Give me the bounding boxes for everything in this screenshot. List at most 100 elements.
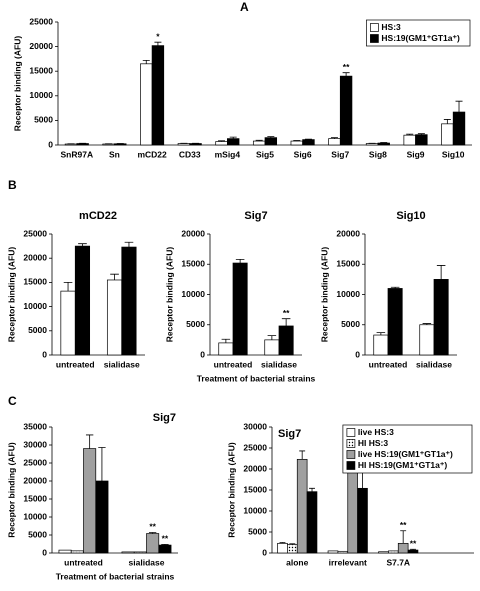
legend-swatch xyxy=(370,34,379,43)
bar xyxy=(403,134,416,146)
legend-swatch xyxy=(346,439,356,448)
annotation: ** xyxy=(410,538,417,548)
bar xyxy=(287,544,298,554)
bar xyxy=(133,551,147,554)
legend-label: HS:3 xyxy=(381,22,401,32)
y-tick-label: 15000 xyxy=(336,259,360,269)
y-tick-label: 5000 xyxy=(248,526,267,536)
legend-label: live HS:19(GM1⁺GT1a⁺) xyxy=(358,449,453,459)
bar xyxy=(365,143,379,146)
y-tick-label: 10000 xyxy=(181,289,205,299)
x-tick-label: sialidase xyxy=(129,557,165,567)
annotation: ** xyxy=(149,522,156,532)
annotation: ** xyxy=(283,308,290,318)
y-tick-label: 20000 xyxy=(29,41,53,51)
error-bar xyxy=(390,286,400,289)
bar xyxy=(76,143,89,146)
y-tick-label: 10000 xyxy=(23,511,47,521)
y-tick-label: 25000 xyxy=(23,228,47,238)
y-axis-label: Receptor binding (AFU) xyxy=(6,247,16,343)
legend-swatch xyxy=(346,461,356,470)
y-tick-label: 25000 xyxy=(243,442,267,452)
y-tick-label: 30000 xyxy=(243,421,267,431)
bar xyxy=(215,141,228,146)
bar xyxy=(407,549,419,554)
error-bar xyxy=(148,532,157,534)
x-tick-label: untreated xyxy=(56,359,95,369)
error-bar xyxy=(410,548,416,551)
error-bar xyxy=(124,241,134,248)
bar xyxy=(339,75,353,146)
chart-title: Sig7 xyxy=(244,210,267,222)
error-bar xyxy=(235,259,245,264)
y-tick-label: 0 xyxy=(355,349,360,359)
bar xyxy=(252,140,266,146)
legend-label: HI HS:3 xyxy=(358,438,389,448)
bar xyxy=(278,325,294,356)
y-tick-label: 15000 xyxy=(23,277,47,287)
y-tick-label: 0 xyxy=(42,547,47,557)
x-tick-label: sialidase xyxy=(261,359,297,369)
legend-swatch xyxy=(346,428,356,437)
x-tick-label: Sn xyxy=(109,149,120,159)
y-tick-label: 25000 xyxy=(23,457,47,467)
error-bar xyxy=(281,318,291,326)
legend-label: live HS:3 xyxy=(358,427,394,437)
y-tick-label: 5000 xyxy=(34,115,53,125)
y-tick-label: 25000 xyxy=(29,16,53,26)
y-tick-label: 10000 xyxy=(29,90,53,100)
chart-title: mCD22 xyxy=(79,210,117,222)
x-tick-label: irrelevant xyxy=(329,557,367,567)
y-axis-label: Receptor binding (AFU) xyxy=(12,36,22,132)
bar xyxy=(121,551,135,554)
bar xyxy=(83,448,97,554)
error-bar xyxy=(267,335,277,340)
bar xyxy=(388,550,399,554)
error-bar xyxy=(110,273,119,280)
bar xyxy=(264,339,280,356)
bar xyxy=(264,137,278,146)
x-axis-label: Treatment of bacterial strains xyxy=(197,373,316,383)
x-tick-label: sialidase xyxy=(416,359,452,369)
bar xyxy=(327,550,339,554)
error-bar xyxy=(309,487,315,492)
error-bar xyxy=(221,338,231,343)
bar xyxy=(328,138,341,146)
y-tick-label: 20000 xyxy=(23,252,47,262)
y-tick-label: 5000 xyxy=(28,529,47,539)
error-bar xyxy=(417,133,425,135)
y-tick-label: 10000 xyxy=(23,301,47,311)
x-tick-label: CD33 xyxy=(179,149,201,159)
panel-label: A xyxy=(240,0,249,14)
error-bar xyxy=(422,323,432,325)
y-axis-label: Receptor binding (AFU) xyxy=(6,442,16,538)
bar xyxy=(373,334,389,356)
bar xyxy=(158,544,172,554)
error-bar xyxy=(299,450,306,460)
panel-label: B xyxy=(8,178,17,192)
y-tick-label: 20000 xyxy=(243,463,267,473)
legend-box xyxy=(342,424,473,474)
chart-title: Sig7 xyxy=(278,428,301,440)
bar xyxy=(277,542,288,554)
bar xyxy=(74,245,91,356)
y-axis-label: Receptor binding (AFU) xyxy=(226,442,236,538)
bar xyxy=(58,549,72,554)
bar xyxy=(337,550,349,554)
bar xyxy=(218,342,234,356)
bar xyxy=(114,143,127,146)
annotation: ** xyxy=(162,534,169,544)
error-bar xyxy=(406,133,414,136)
chart-title: Sig7 xyxy=(153,412,176,424)
bar xyxy=(306,491,318,554)
y-tick-label: 0 xyxy=(48,139,53,149)
error-bar xyxy=(455,100,463,113)
y-tick-label: 10000 xyxy=(243,505,267,515)
x-tick-label: untreated xyxy=(369,359,408,369)
error-bar xyxy=(400,530,407,544)
error-bar xyxy=(154,41,162,46)
y-tick-label: 10000 xyxy=(336,289,360,299)
error-bar xyxy=(218,140,226,142)
y-tick-label: 5000 xyxy=(28,325,47,335)
